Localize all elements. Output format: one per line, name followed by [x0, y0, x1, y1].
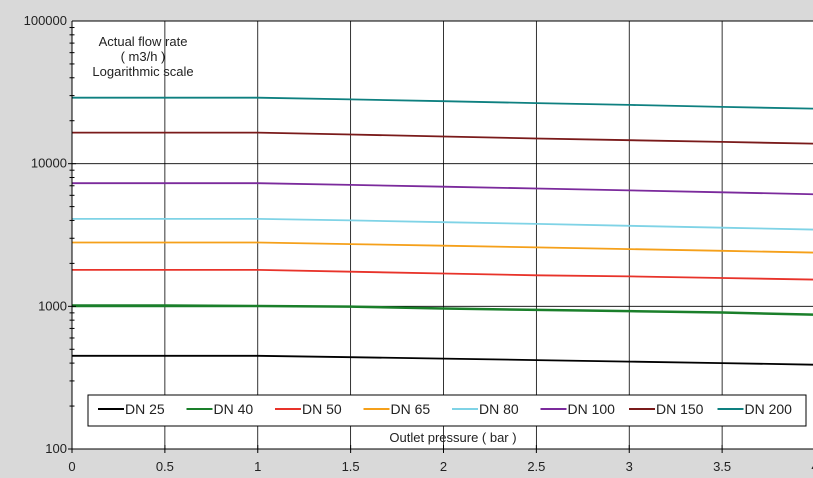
axis-layer: [68, 20, 813, 453]
x-tick-label: 4: [811, 459, 813, 473]
legend-label: DN 200: [745, 401, 793, 417]
x-tick-label: 0: [68, 459, 75, 473]
y-axis-title-line-3: Logarithmic scale: [92, 64, 193, 79]
y-tick-label: 100000: [24, 13, 67, 28]
grid-layer: [72, 21, 813, 449]
plot-background: [72, 21, 813, 449]
series-line-dn-40: [72, 305, 813, 316]
series-line-dn-100: [72, 182, 813, 196]
legend-label: DN 50: [302, 401, 342, 417]
y-tick-label: 10000: [31, 156, 67, 171]
y-axis-title-line-2: ( m3/h ): [121, 49, 166, 64]
x-tick-label: 3.5: [713, 459, 731, 473]
x-axis-title: Outlet pressure ( bar ): [389, 430, 516, 445]
y-tick-label: 1000: [38, 298, 67, 313]
series-layer: [72, 96, 813, 366]
x-tick-label: 2.5: [527, 459, 545, 473]
series-line-dn-80: [72, 217, 813, 231]
y-tick-label: 100: [45, 441, 67, 456]
x-tick-label: 0.5: [156, 459, 174, 473]
series-line-dn-25: [72, 354, 813, 366]
tick-label-layer: 100 1000 10000 100000 0 0.5 1 1.5 2 2.5 3 3.5 4: [24, 13, 813, 474]
legend-label: DN 40: [214, 401, 254, 417]
series-line-dn-150: [72, 131, 813, 145]
x-tick-label: 3: [626, 459, 633, 473]
legend-label: DN 150: [656, 401, 704, 417]
legend: DN 25 DN 40 DN 50 DN 65 DN 80 DN 100 DN 150 DN …: [87, 394, 807, 427]
y-axis-title: Actual flow rate ( m3/h ) Logarithmic sc…: [92, 34, 193, 79]
legend-label: DN 65: [391, 401, 431, 417]
y-axis-title-line-1: Actual flow rate: [99, 34, 188, 49]
legend-items: DN 25 DN 40 DN 50 DN 65 DN 80 DN 100 DN 150 DN …: [98, 401, 792, 417]
x-tick-label: 1.5: [342, 459, 360, 473]
legend-label: DN 25: [125, 401, 165, 417]
legend-label: DN 100: [568, 401, 616, 417]
legend-label: DN 80: [479, 401, 519, 417]
x-tick-label: 2: [440, 459, 447, 473]
series-line-dn-65: [72, 241, 813, 254]
legend-box: [87, 394, 807, 427]
series-line-dn-200: [72, 96, 813, 110]
x-tick-label: 1: [254, 459, 261, 473]
series-line-dn-50: [72, 268, 813, 281]
